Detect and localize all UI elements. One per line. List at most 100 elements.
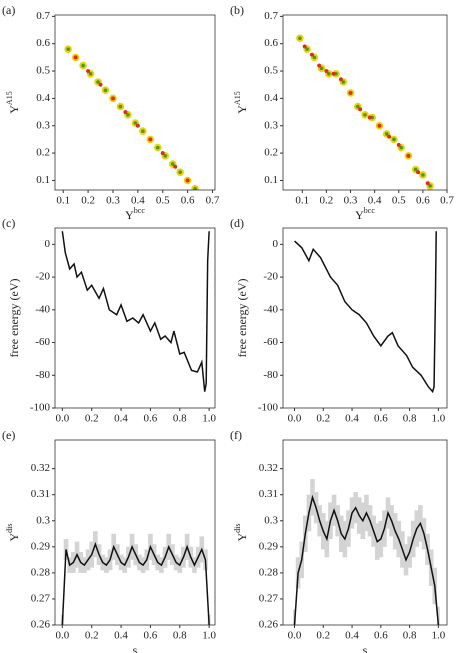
y-axis-label-main: free energy (eV) — [235, 278, 249, 357]
panel-label: (a) — [2, 3, 15, 17]
y-tick-label: 0.1 — [36, 174, 50, 186]
y-tick-label: 0.31 — [31, 488, 50, 500]
y-tick-label: 0.32 — [259, 462, 278, 474]
y-tick-label: 0.31 — [259, 488, 278, 500]
point — [173, 164, 178, 169]
point — [387, 134, 392, 139]
point — [160, 151, 165, 156]
y-tick-label: -100 — [258, 402, 279, 414]
y-tick-label: 0.3 — [36, 119, 50, 131]
plot-area — [294, 231, 437, 394]
panel-label: (c) — [2, 216, 15, 230]
y-axis-label-sup: A15 — [5, 91, 14, 105]
x-tick-label: 0.0 — [288, 630, 302, 642]
x-tick-label: 0.0 — [55, 413, 69, 425]
y-tick-label: 0.26 — [31, 619, 51, 631]
y-axis-label-sup: A15 — [233, 91, 242, 105]
y-tick-label: -80 — [263, 369, 278, 381]
x-tick-label: 0.3 — [106, 195, 120, 207]
x-axis-label: Ybcc — [125, 206, 145, 222]
x-tick-label: 1.0 — [202, 413, 216, 425]
line — [61, 231, 210, 392]
y-tick-label: 0.3 — [264, 119, 278, 131]
x-axis-label-sup: bcc — [134, 206, 146, 215]
x-tick-label: 0.5 — [392, 195, 406, 207]
x-tick-label: 0.8 — [403, 413, 417, 425]
y-tick-label: 0.2 — [36, 147, 50, 159]
plot-frame — [54, 14, 216, 191]
x-tick-label: 0.5 — [156, 195, 170, 207]
x-tick-label: 0.6 — [144, 630, 158, 642]
x-axis-label-sup: bcc — [364, 206, 376, 215]
x-tick-label: 0.2 — [320, 195, 334, 207]
point — [331, 71, 336, 76]
y-tick-label: -40 — [35, 303, 50, 315]
y-tick-label: 0.2 — [264, 147, 278, 159]
x-tick-label: 0.0 — [288, 413, 302, 425]
point — [338, 77, 343, 82]
x-tick-label: 0.1 — [56, 195, 70, 207]
y-tick-label: -80 — [35, 369, 50, 381]
y-tick-label: 0.1 — [264, 174, 278, 186]
point — [433, 192, 437, 196]
y-tick-label: 0.4 — [264, 92, 278, 104]
plot-frame — [282, 227, 448, 409]
point — [101, 86, 110, 94]
y-axis-label-main: free energy (eV) — [7, 278, 21, 357]
point — [390, 135, 398, 144]
x-axis-label-main: Y — [355, 208, 364, 222]
y-axis-label: YA15 — [233, 91, 249, 113]
x-tick-label: 0.7 — [440, 195, 454, 207]
line — [293, 494, 440, 625]
y-axis-label: Ydis — [5, 523, 21, 541]
x-axis-label-main: s — [133, 643, 138, 653]
x-tick-label: 0.8 — [173, 413, 187, 425]
panel-label: (f) — [230, 428, 242, 442]
y-tick-label: 0.29 — [31, 540, 51, 552]
y-tick-label: 0.5 — [264, 65, 278, 77]
x-tick-label: 0.2 — [316, 413, 330, 425]
y-tick-label: 0 — [45, 238, 51, 250]
point — [377, 123, 382, 128]
y-tick-label: 0.7 — [36, 10, 50, 22]
x-tick-label: 0.7 — [206, 195, 220, 207]
point — [153, 143, 162, 152]
x-tick-label: 0.8 — [173, 630, 187, 642]
x-tick-label: 0.6 — [181, 195, 195, 207]
point — [317, 63, 322, 68]
y-tick-label: 0.4 — [36, 92, 50, 104]
y-tick-label: 0.7 — [264, 10, 278, 22]
x-tick-label: 0.4 — [345, 630, 359, 642]
x-tick-label: 0.6 — [416, 195, 430, 207]
point — [191, 184, 199, 190]
x-tick-label: 0.3 — [344, 195, 358, 207]
point — [86, 69, 91, 74]
y-tick-label: 0.28 — [31, 566, 51, 578]
point — [361, 111, 369, 119]
point — [79, 61, 87, 70]
line — [294, 231, 437, 394]
point — [139, 127, 147, 136]
point — [135, 123, 140, 128]
x-tick-label: 1.0 — [202, 630, 216, 642]
line — [61, 541, 210, 625]
point — [148, 137, 153, 142]
point — [309, 52, 314, 57]
y-tick-label: 0.29 — [259, 540, 279, 552]
point — [358, 107, 363, 112]
y-axis-label: free energy (eV) — [235, 278, 249, 357]
y-tick-label: -20 — [35, 271, 50, 283]
point — [425, 181, 430, 186]
y-tick-label: 0.26 — [259, 619, 279, 631]
y-tick-label: 0.27 — [259, 592, 279, 604]
point — [185, 178, 190, 183]
panel-label: (e) — [2, 428, 15, 442]
y-tick-label: 0.5 — [36, 65, 50, 77]
y-axis-label-main: Y — [7, 105, 21, 114]
point — [416, 170, 421, 175]
plot-area — [61, 231, 210, 392]
plot-frame — [282, 439, 448, 626]
x-axis-label-main: Y — [125, 208, 134, 222]
y-tick-label: 0.32 — [31, 462, 50, 474]
